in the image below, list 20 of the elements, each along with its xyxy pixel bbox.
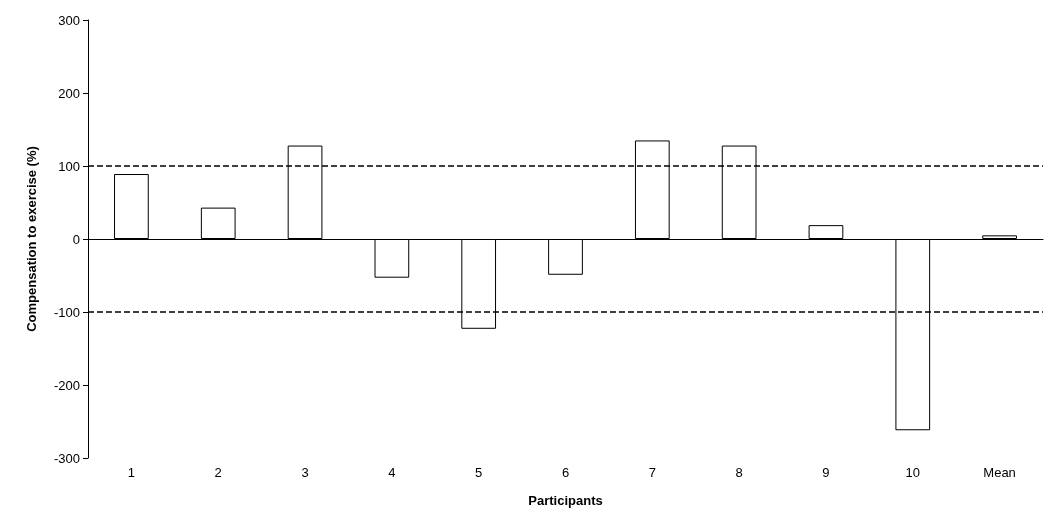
x-tick-label: 4 [388,465,396,480]
x-tick-label: 8 [735,465,743,480]
y-tick-label: 0 [72,231,80,247]
x-tick-label: 1 [127,465,136,480]
x-tick-label: 10 [905,465,921,480]
x-tick-label: 9 [822,465,830,480]
x-tick-label: 5 [475,465,483,480]
y-tick-label: -200 [53,377,80,393]
y-tick-label: 100 [58,158,80,174]
y-tick-label: 300 [58,12,80,28]
x-tick-label: 6 [561,465,570,480]
y-tick-label: -300 [53,450,80,466]
x-tick-label: 2 [214,465,222,480]
y-axis-title: Compensation to exercise (%) [24,146,39,332]
y-tick-label: -100 [53,304,80,320]
x-tick-label: Mean [983,465,1016,480]
x-tick-label: 7 [648,465,656,480]
x-axis-title: Participants [528,493,603,508]
y-tick-label: 200 [58,85,80,101]
x-tick-label: 3 [301,465,309,480]
